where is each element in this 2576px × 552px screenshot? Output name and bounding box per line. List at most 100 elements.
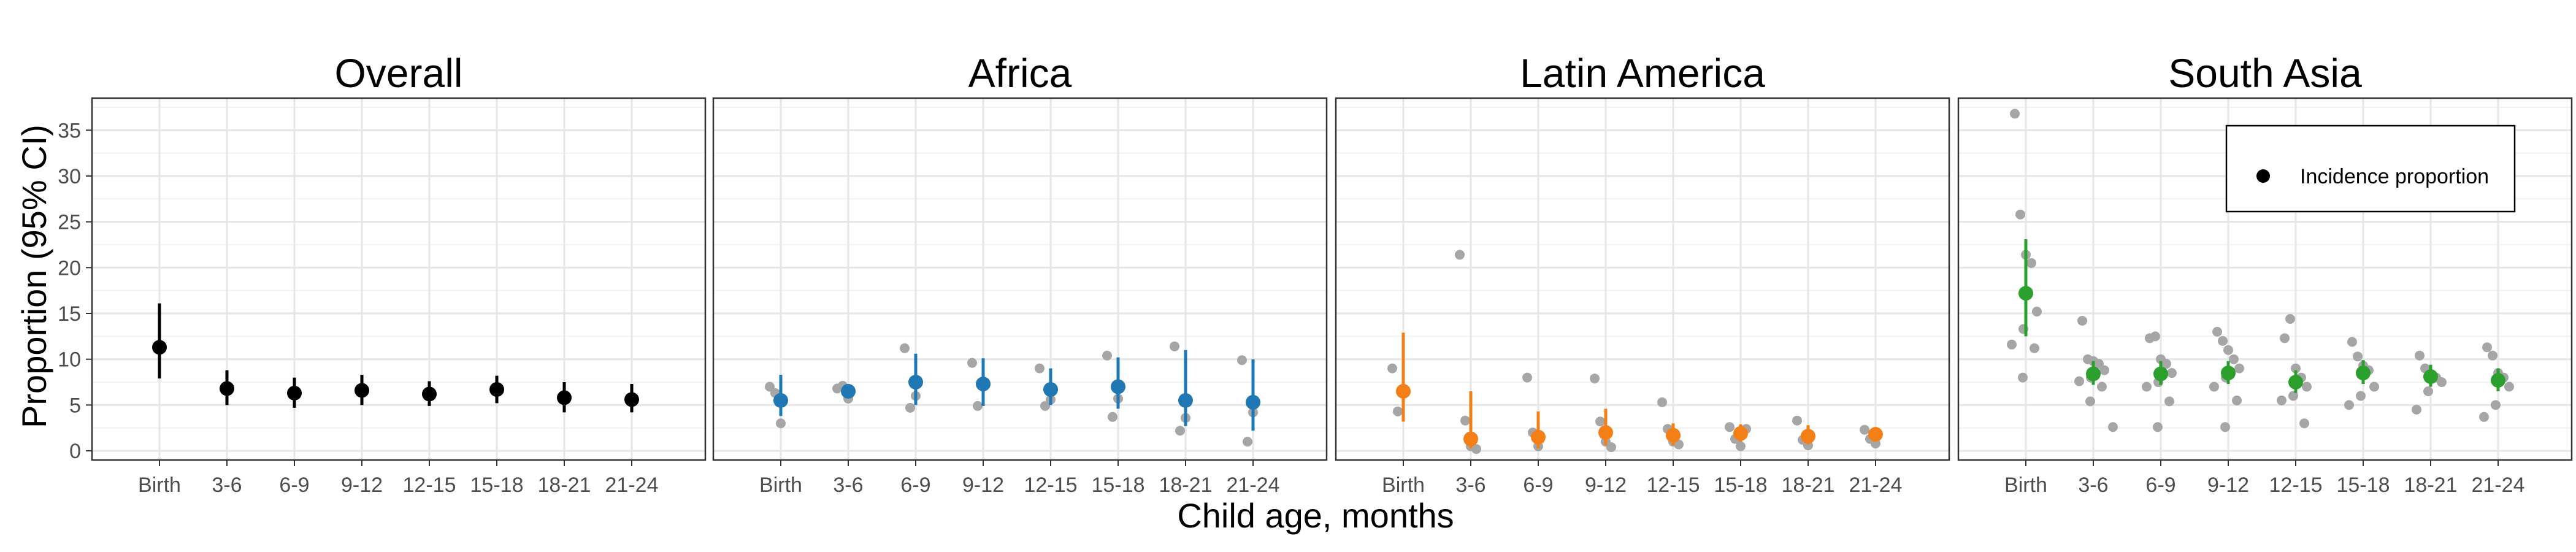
cohort-point: [2234, 363, 2244, 374]
panel-border: [1335, 97, 1950, 461]
cohort-point: [2099, 365, 2109, 375]
x-tick-label: 9-12: [341, 473, 383, 497]
estimate-point: [624, 392, 639, 407]
cohort-point: [765, 381, 775, 392]
cohort-point: [967, 358, 977, 368]
cohort-point: [1522, 372, 1532, 383]
estimate-point: [1111, 379, 1125, 394]
cohort-point: [2488, 350, 2497, 361]
cohort-point: [973, 401, 983, 411]
cohort-point: [1040, 401, 1050, 411]
cohort-point: [2212, 326, 2222, 337]
y-tick-label: 30: [58, 165, 81, 188]
x-tick-label: 6-9: [1523, 473, 1553, 497]
cohort-point: [2356, 391, 2366, 401]
estimate-point: [152, 340, 167, 355]
x-tick-label: 15-18: [1092, 473, 1145, 497]
estimate-point: [1666, 427, 1681, 443]
estimate-point: [1733, 426, 1748, 441]
estimate-point: [2086, 366, 2101, 381]
x-tick-label: Birth: [2004, 473, 2047, 497]
cohort-point: [2164, 396, 2174, 407]
y-axis-title-text: Proportion (95% CI): [14, 124, 53, 428]
cohort-point: [1471, 444, 1481, 454]
cohort-point: [1736, 441, 1746, 451]
cohort-point: [1595, 416, 1605, 427]
cohort-point: [1108, 412, 1117, 422]
estimate-point: [1043, 381, 1058, 397]
panel-border: [1957, 97, 2573, 461]
x-tick-label: 21-24: [1227, 473, 1280, 497]
panel-border: [91, 97, 707, 461]
estimate-point: [422, 386, 437, 402]
cohort-point: [2423, 386, 2433, 396]
cohort-point: [2209, 381, 2219, 392]
estimate-point: [976, 377, 991, 392]
cohort-point: [2161, 359, 2171, 369]
panel-title: Latin America: [1520, 50, 1765, 96]
cohort-point: [2085, 396, 2095, 407]
y-tick-label: 25: [58, 211, 81, 234]
cohort-point: [1035, 363, 1045, 374]
x-tick-label: 3-6: [212, 473, 242, 497]
x-tick-label: 18-21: [1782, 473, 1835, 497]
x-axis-title: Child age, months: [1177, 496, 1454, 535]
x-tick-label: Birth: [759, 473, 802, 497]
cohort-point: [2026, 258, 2036, 268]
cohort-point: [776, 418, 786, 429]
cohort-point: [2150, 331, 2160, 342]
x-tick-label: 3-6: [2078, 473, 2108, 497]
cohort-point: [1657, 397, 1667, 407]
estimate-point: [489, 381, 504, 397]
estimate-point: [1246, 394, 1260, 410]
x-tick-label: Birth: [138, 473, 181, 497]
panel-background: [92, 98, 705, 460]
y-tick-label: 15: [58, 302, 81, 326]
cohort-point: [2369, 381, 2379, 392]
cohort-point: [2302, 381, 2312, 392]
x-tick-label: 18-21: [2404, 473, 2458, 497]
estimate-point: [1463, 431, 1478, 447]
panel-title: South Asia: [2168, 50, 2362, 96]
x-tick-label: 21-24: [1849, 473, 1903, 497]
cohort-point: [2223, 345, 2233, 355]
y-axis-title: Proportion (95% CI): [0, 0, 67, 552]
estimate-point: [1598, 425, 1613, 440]
cohort-point: [2218, 335, 2228, 346]
x-tick-label: 12-15: [403, 473, 456, 497]
estimate-point: [773, 393, 788, 408]
cohort-point: [1455, 250, 1465, 260]
y-tick-label: 0: [69, 440, 81, 463]
x-tick-label: 15-18: [470, 473, 524, 497]
cohort-point: [2504, 381, 2514, 392]
x-tick-label: 15-18: [2337, 473, 2390, 497]
cohort-point: [2353, 351, 2363, 362]
cohort-point: [900, 343, 910, 353]
x-tick-label: 3-6: [833, 473, 863, 497]
cohort-point: [1792, 415, 1802, 426]
estimate-point: [2153, 366, 2168, 381]
x-tick-label: 18-21: [538, 473, 591, 497]
y-tick-label: 35: [58, 119, 81, 142]
estimate-point: [1868, 427, 1883, 442]
cohort-point: [2491, 400, 2501, 410]
estimate-point: [355, 383, 369, 398]
cohort-point: [2347, 337, 2357, 347]
cohort-point: [2280, 333, 2290, 343]
x-tick-label: 6-9: [900, 473, 930, 497]
estimate-point: [2018, 286, 2033, 301]
cohort-point: [2030, 343, 2039, 353]
cohort-point: [2142, 381, 2152, 392]
cohort-point: [2108, 422, 2118, 432]
cohort-point: [2412, 404, 2421, 415]
estimate-point: [287, 385, 302, 401]
cohort-point: [2229, 354, 2239, 364]
estimate-point: [2423, 369, 2438, 385]
cohort-point: [2167, 368, 2177, 378]
x-tick-label: 6-9: [279, 473, 309, 497]
panel-background: [1336, 98, 1949, 460]
estimate-point: [2288, 375, 2303, 390]
x-tick-label: 9-12: [962, 473, 1004, 497]
cohort-point: [2344, 400, 2354, 410]
